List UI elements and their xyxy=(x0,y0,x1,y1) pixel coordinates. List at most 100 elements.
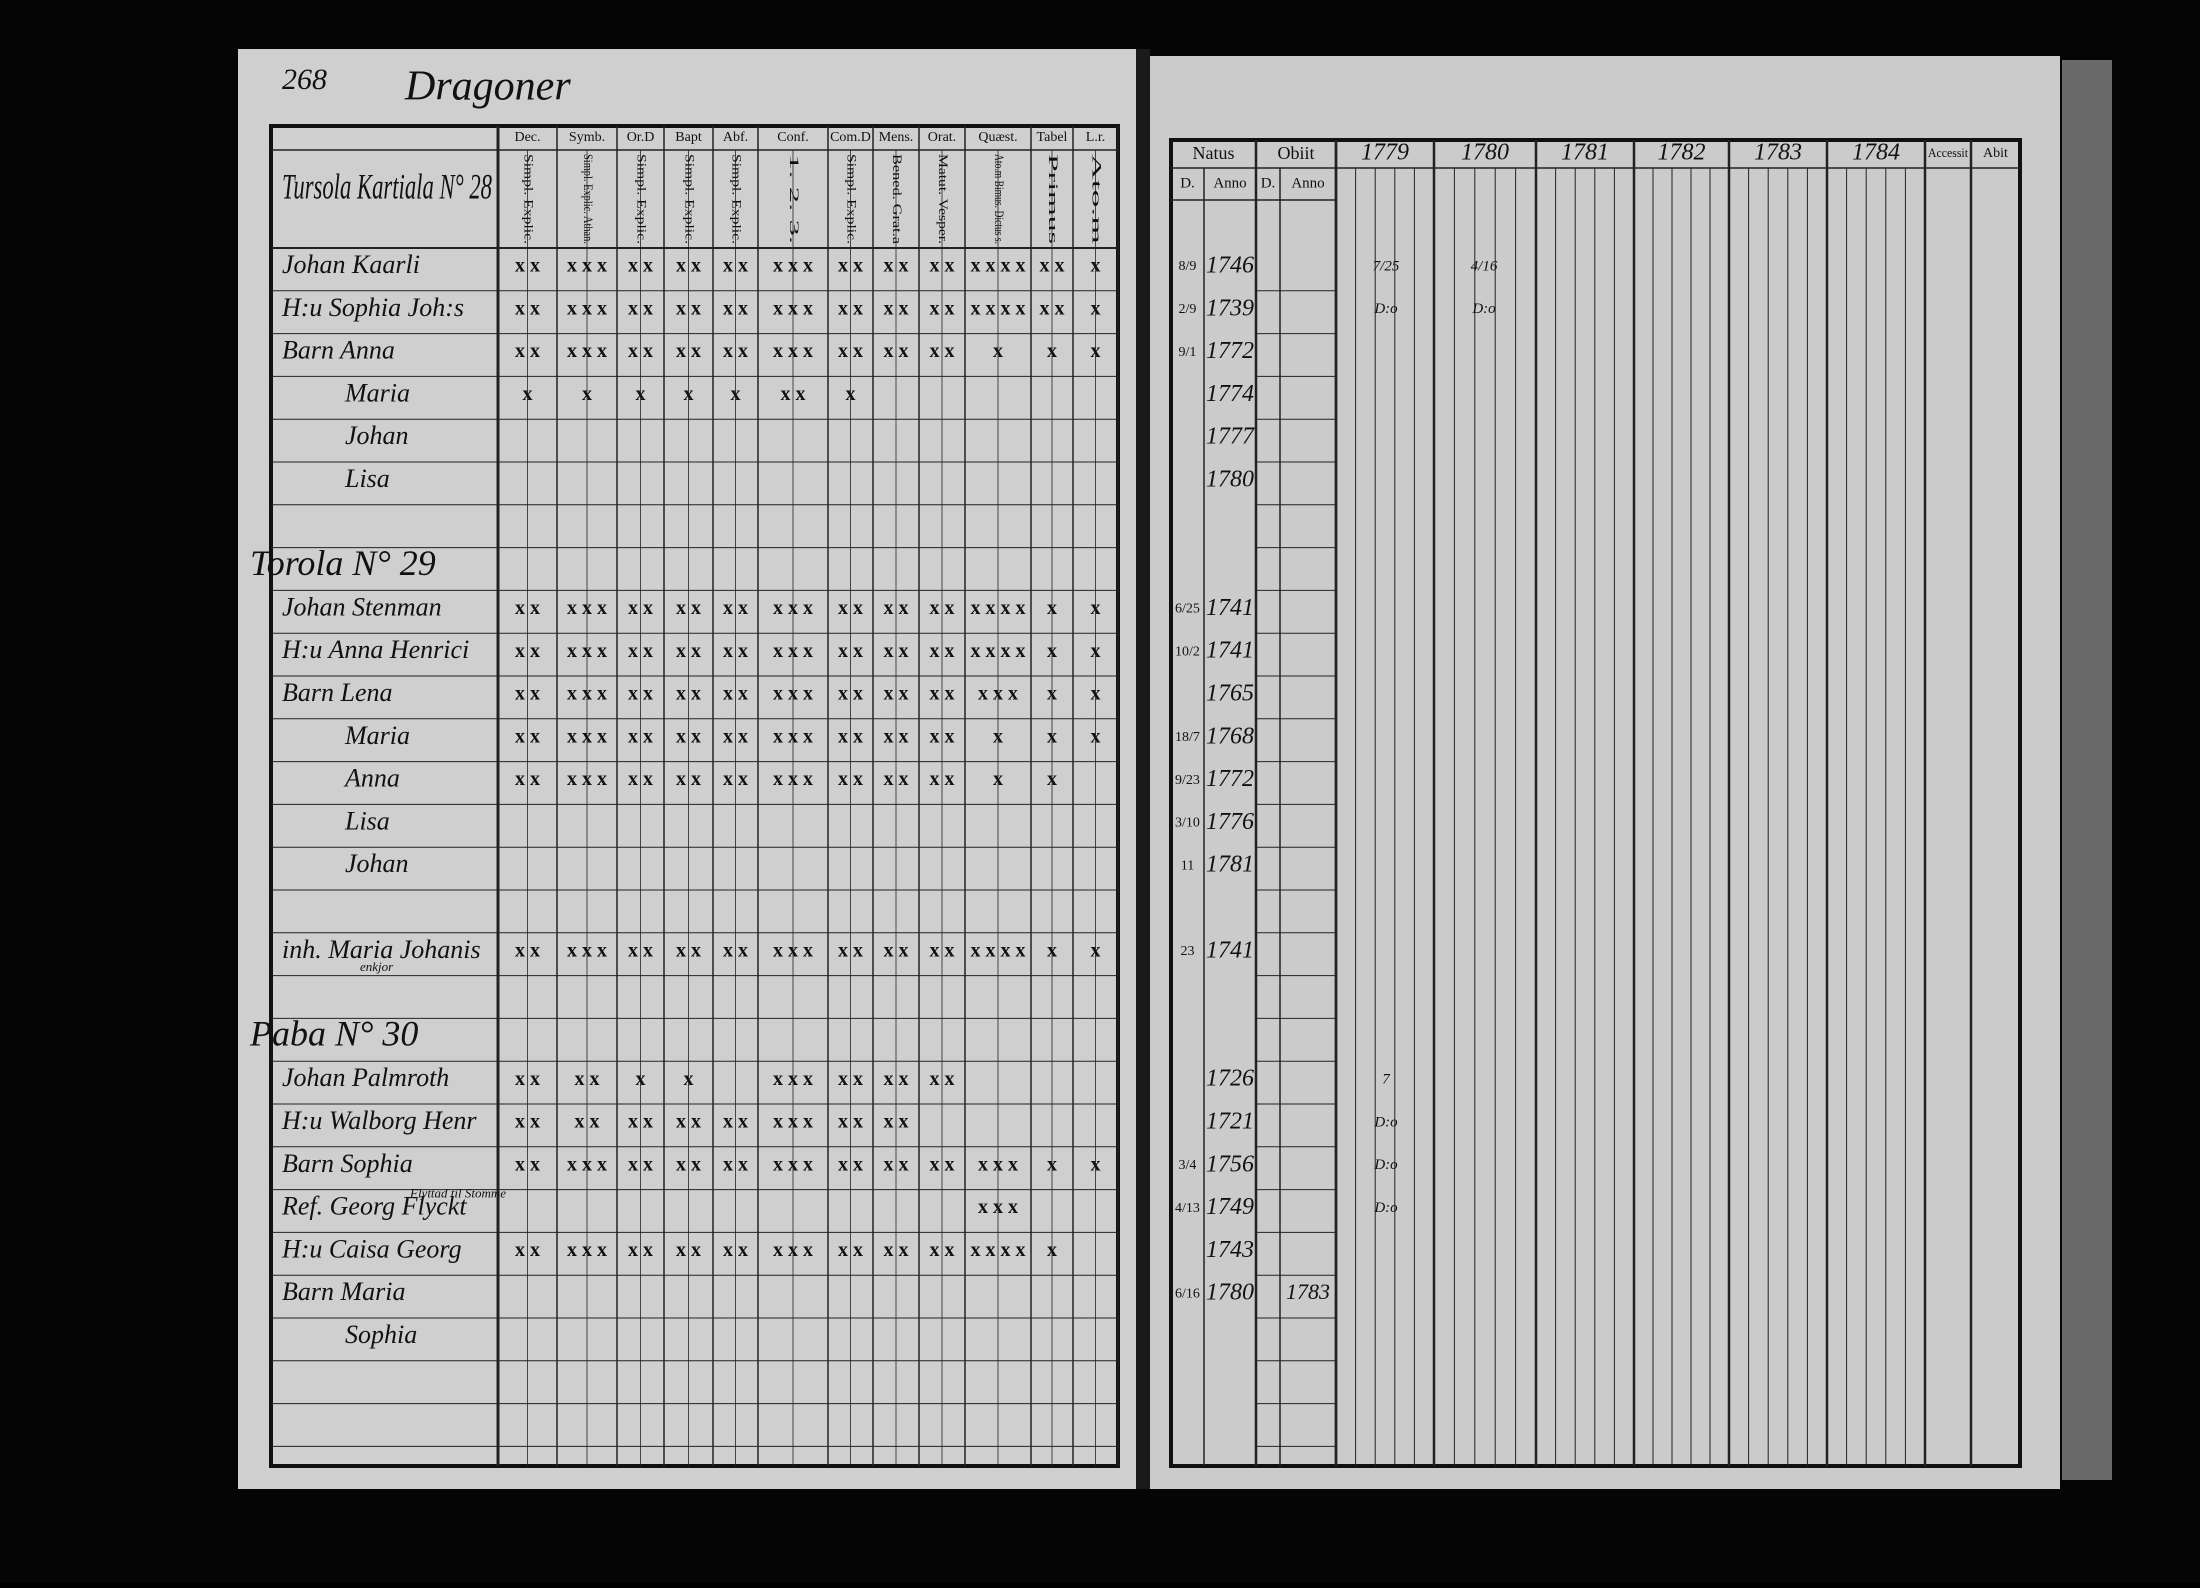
exam-mark: x x xyxy=(676,1239,701,1261)
exam-mark: x x x xyxy=(978,1196,1018,1218)
exam-mark: x x x xyxy=(567,683,607,705)
exam-mark: x x xyxy=(884,939,909,961)
exam-mark: x x xyxy=(676,939,701,961)
exam-mark: x xyxy=(846,383,856,405)
member-name: Lisa xyxy=(344,464,390,493)
birth-day: 9/1 xyxy=(1179,345,1197,360)
exam-mark: x x xyxy=(723,725,748,747)
exam-mark: x x xyxy=(838,640,863,662)
exam-mark: x x xyxy=(628,340,653,362)
member-name: Johan xyxy=(345,421,409,450)
exam-mark: x x xyxy=(884,683,909,705)
exam-mark: x x xyxy=(930,683,955,705)
birth-year: 1746 xyxy=(1206,253,1254,279)
exam-mark: x x xyxy=(515,1153,540,1175)
exam-mark: x x xyxy=(884,1239,909,1261)
member-name: H:u Anna Henrici xyxy=(281,635,469,664)
yearly-note: 7/25 xyxy=(1373,258,1400,274)
exam-mark: x x xyxy=(628,1239,653,1261)
member-name: Barn Lena xyxy=(282,678,393,707)
exam-mark: x xyxy=(1047,340,1057,362)
exam-mark: x x x xyxy=(773,1153,813,1175)
birth-day: 11 xyxy=(1181,858,1194,873)
exam-mark: x x xyxy=(628,297,653,319)
column-label: Tabel xyxy=(1037,130,1068,145)
exam-mark: x x x x xyxy=(971,255,1026,277)
exam-mark: x x xyxy=(930,725,955,747)
yearly-note: D:o xyxy=(1471,301,1496,317)
natus-sublabel: D. xyxy=(1180,175,1195,191)
exam-mark: x xyxy=(1047,1239,1057,1261)
birth-year: 1772 xyxy=(1206,766,1254,792)
exam-mark: x x xyxy=(884,340,909,362)
exam-mark: x x xyxy=(676,768,701,790)
exam-mark: x x xyxy=(930,255,955,277)
household-heading: Tursola Kartiala N° 28 xyxy=(282,166,492,206)
birth-day: 23 xyxy=(1181,944,1195,959)
column-label: Mens. xyxy=(879,130,914,145)
column-label: Quæst. xyxy=(978,130,1017,145)
exam-mark: x x xyxy=(1040,297,1065,319)
exam-mark: x xyxy=(993,768,1003,790)
year-label: 1780 xyxy=(1461,140,1509,166)
exam-mark: x x xyxy=(676,340,701,362)
birth-day: 3/10 xyxy=(1175,816,1200,831)
column-sublabel: Simpl. Explic. xyxy=(635,154,650,244)
exam-mark: x x xyxy=(723,768,748,790)
exam-mark: x x xyxy=(676,640,701,662)
exam-mark: x x xyxy=(1040,255,1065,277)
exam-mark: x x xyxy=(723,939,748,961)
birth-year: 1739 xyxy=(1206,295,1254,321)
exam-mark: x x x xyxy=(773,683,813,705)
household-heading: Paba N° 30 xyxy=(249,1014,418,1054)
column-label: Dec. xyxy=(514,130,540,145)
column-sublabel: Matut. Vesper. xyxy=(936,154,951,244)
exam-mark: x x xyxy=(723,597,748,619)
exam-mark: x xyxy=(1047,725,1057,747)
exam-mark: x x x x xyxy=(971,297,1026,319)
member-name: Barn Anna xyxy=(282,336,395,365)
member-note: Flyttad til Stomme xyxy=(409,1186,506,1201)
abit-label: Abit xyxy=(1983,146,2008,161)
exam-mark: x x x xyxy=(567,1153,607,1175)
exam-mark: x xyxy=(1047,939,1057,961)
exam-mark: x x xyxy=(723,297,748,319)
member-name: Johan Kaarli xyxy=(282,250,420,279)
column-label: Conf. xyxy=(777,130,809,145)
exam-mark: x x xyxy=(838,297,863,319)
exam-mark: x x xyxy=(930,939,955,961)
left-page xyxy=(238,49,1136,1489)
exam-mark: x x xyxy=(628,1111,653,1133)
exam-mark: x x xyxy=(884,255,909,277)
exam-mark: x xyxy=(1091,297,1101,319)
member-name: Johan Stenman xyxy=(282,592,442,621)
year-label: 1779 xyxy=(1361,140,1409,166)
column-sublabel: Simpl. Explic. xyxy=(522,154,537,244)
birth-day: 18/7 xyxy=(1175,730,1200,745)
exam-mark: x x x xyxy=(773,255,813,277)
exam-mark: x x xyxy=(838,340,863,362)
exam-mark: x xyxy=(1091,939,1101,961)
birth-year: 1780 xyxy=(1206,467,1254,493)
exam-mark: x x x xyxy=(773,1111,813,1133)
page-edge xyxy=(2062,60,2112,1480)
exam-mark: x x xyxy=(676,1111,701,1133)
exam-mark: x x x xyxy=(978,1153,1018,1175)
member-name: Ref. Georg Flyckt xyxy=(281,1192,467,1221)
yearly-note: 4/16 xyxy=(1471,258,1498,274)
column-sublabel: Primus xyxy=(1046,154,1061,244)
exam-mark: x x xyxy=(838,255,863,277)
birth-year: 1768 xyxy=(1206,723,1254,749)
birth-year: 1741 xyxy=(1206,937,1254,963)
member-note: enkjor xyxy=(360,959,394,974)
member-name: Sophia xyxy=(345,1320,417,1349)
exam-mark: x x x x xyxy=(971,939,1026,961)
exam-mark: x x x xyxy=(567,939,607,961)
exam-mark: x x xyxy=(676,255,701,277)
birth-year: 1726 xyxy=(1206,1066,1254,1092)
member-name: H:u Walborg Henr xyxy=(281,1106,477,1135)
exam-mark: x x xyxy=(515,939,540,961)
exam-mark: x x xyxy=(781,383,806,405)
birth-year: 1774 xyxy=(1206,381,1254,407)
